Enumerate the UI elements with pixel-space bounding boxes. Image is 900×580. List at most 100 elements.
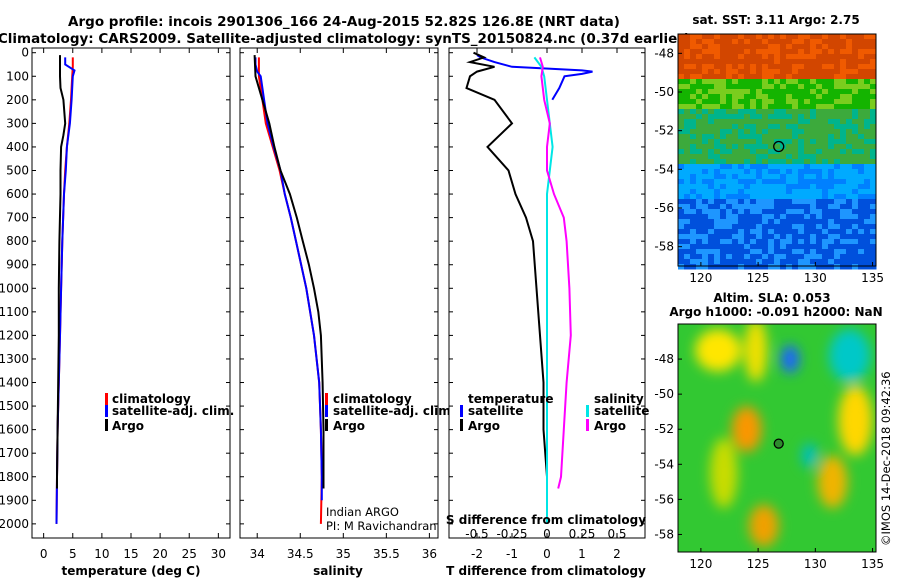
- sst-cell: [714, 219, 721, 225]
- sst-cell: [750, 104, 757, 110]
- sst-cell: [714, 204, 721, 210]
- sst-cell: [744, 239, 751, 245]
- sst-cell: [744, 159, 751, 165]
- sst-cell: [816, 99, 823, 105]
- sst-map-ticks: 120 125 130 135-48-50-52-54-56-58: [654, 46, 884, 285]
- sst-cell: [708, 94, 715, 100]
- sst-cell: [852, 84, 859, 90]
- sst-cell: [732, 154, 739, 160]
- sst-cell: [822, 239, 829, 245]
- sst-cell: [696, 94, 703, 100]
- sst-cell: [810, 49, 817, 55]
- sst-cell: [840, 74, 847, 80]
- sst-cell: [798, 149, 805, 155]
- sst-cell: [690, 89, 697, 95]
- sst-cell: [858, 159, 865, 165]
- sst-cell: [786, 174, 793, 180]
- sst-cell: [864, 189, 871, 195]
- sst-cell: [702, 149, 709, 155]
- sst-cell: [780, 44, 787, 50]
- sst-cell: [780, 94, 787, 100]
- sst-cell: [708, 149, 715, 155]
- sst-cell: [756, 254, 763, 260]
- sst-cell: [774, 34, 781, 40]
- sst-cell: [864, 64, 871, 70]
- sst-cell: [828, 129, 835, 135]
- sst-cell: [750, 79, 757, 85]
- sst-cell: [756, 54, 763, 60]
- sst-cell: [684, 134, 691, 140]
- sst-cell: [810, 249, 817, 255]
- depth-tick-label: 1100: [0, 305, 29, 319]
- sst-cell: [870, 44, 877, 50]
- altimetry-blob: [710, 438, 738, 509]
- sst-cell: [732, 64, 739, 70]
- sst-cell: [804, 104, 811, 110]
- sst-cell: [714, 239, 721, 245]
- sst-cell: [858, 164, 865, 170]
- sst-cell: [834, 84, 841, 90]
- sst-cell: [678, 239, 685, 245]
- legend2-satellite: satellite-adj. clim.: [333, 404, 455, 418]
- sst-cell: [846, 149, 853, 155]
- sst-cell: [846, 244, 853, 250]
- sst-cell: [798, 184, 805, 190]
- sst-cell: [780, 214, 787, 220]
- sst-cell: [804, 99, 811, 105]
- sst-cell: [804, 144, 811, 150]
- sst-cell: [792, 159, 799, 165]
- sst-cell: [786, 184, 793, 190]
- sst-cell: [864, 104, 871, 110]
- sst-cell: [852, 54, 859, 60]
- depth-tick-label: 2000: [0, 517, 29, 531]
- sst-cell: [762, 239, 769, 245]
- sst-cell: [684, 189, 691, 195]
- sst-cell: [678, 229, 685, 235]
- sst-cell: [756, 159, 763, 165]
- sst-cell: [846, 124, 853, 130]
- sst-cell: [810, 54, 817, 60]
- sst-cell: [732, 174, 739, 180]
- sst-cell: [714, 184, 721, 190]
- sst-cell: [738, 189, 745, 195]
- sst-cell: [840, 234, 847, 240]
- map-y-tick-label: -56: [654, 201, 674, 215]
- sst-cell: [720, 84, 727, 90]
- sst-cell: [792, 204, 799, 210]
- sst-cell: [822, 199, 829, 205]
- sst-cell: [810, 179, 817, 185]
- sst-cell: [714, 69, 721, 75]
- sst-cell: [678, 164, 685, 170]
- sst-cell: [816, 224, 823, 230]
- sst-cell: [678, 94, 685, 100]
- sst-cell: [708, 199, 715, 205]
- sst-cell: [834, 234, 841, 240]
- sst-cell: [690, 144, 697, 150]
- sst-cell: [786, 209, 793, 215]
- sst-cell: [678, 119, 685, 125]
- sst-cell: [750, 224, 757, 230]
- sst-cell: [780, 154, 787, 160]
- sst-cell: [864, 74, 871, 80]
- sst-cell: [846, 249, 853, 255]
- sst-cell: [822, 164, 829, 170]
- sst-cell: [786, 104, 793, 110]
- sst-cell: [870, 254, 877, 260]
- sst-cell: [768, 199, 775, 205]
- sst-cell: [756, 79, 763, 85]
- sst-cell: [762, 184, 769, 190]
- sst-cell: [846, 44, 853, 50]
- sst-argo-location-marker: [773, 140, 785, 153]
- sst-cell: [840, 259, 847, 265]
- map-x-tick-label: 135: [861, 271, 884, 285]
- altim-argo-location-marker: [773, 438, 784, 449]
- sst-cell: [762, 74, 769, 80]
- sst-cell: [678, 199, 685, 205]
- sst-cell: [744, 134, 751, 140]
- sst-cell: [840, 179, 847, 185]
- sst-cell: [774, 109, 781, 115]
- sst-cell: [708, 209, 715, 215]
- sst-cell: [738, 184, 745, 190]
- sst-cell: [762, 139, 769, 145]
- sst-cell: [714, 39, 721, 45]
